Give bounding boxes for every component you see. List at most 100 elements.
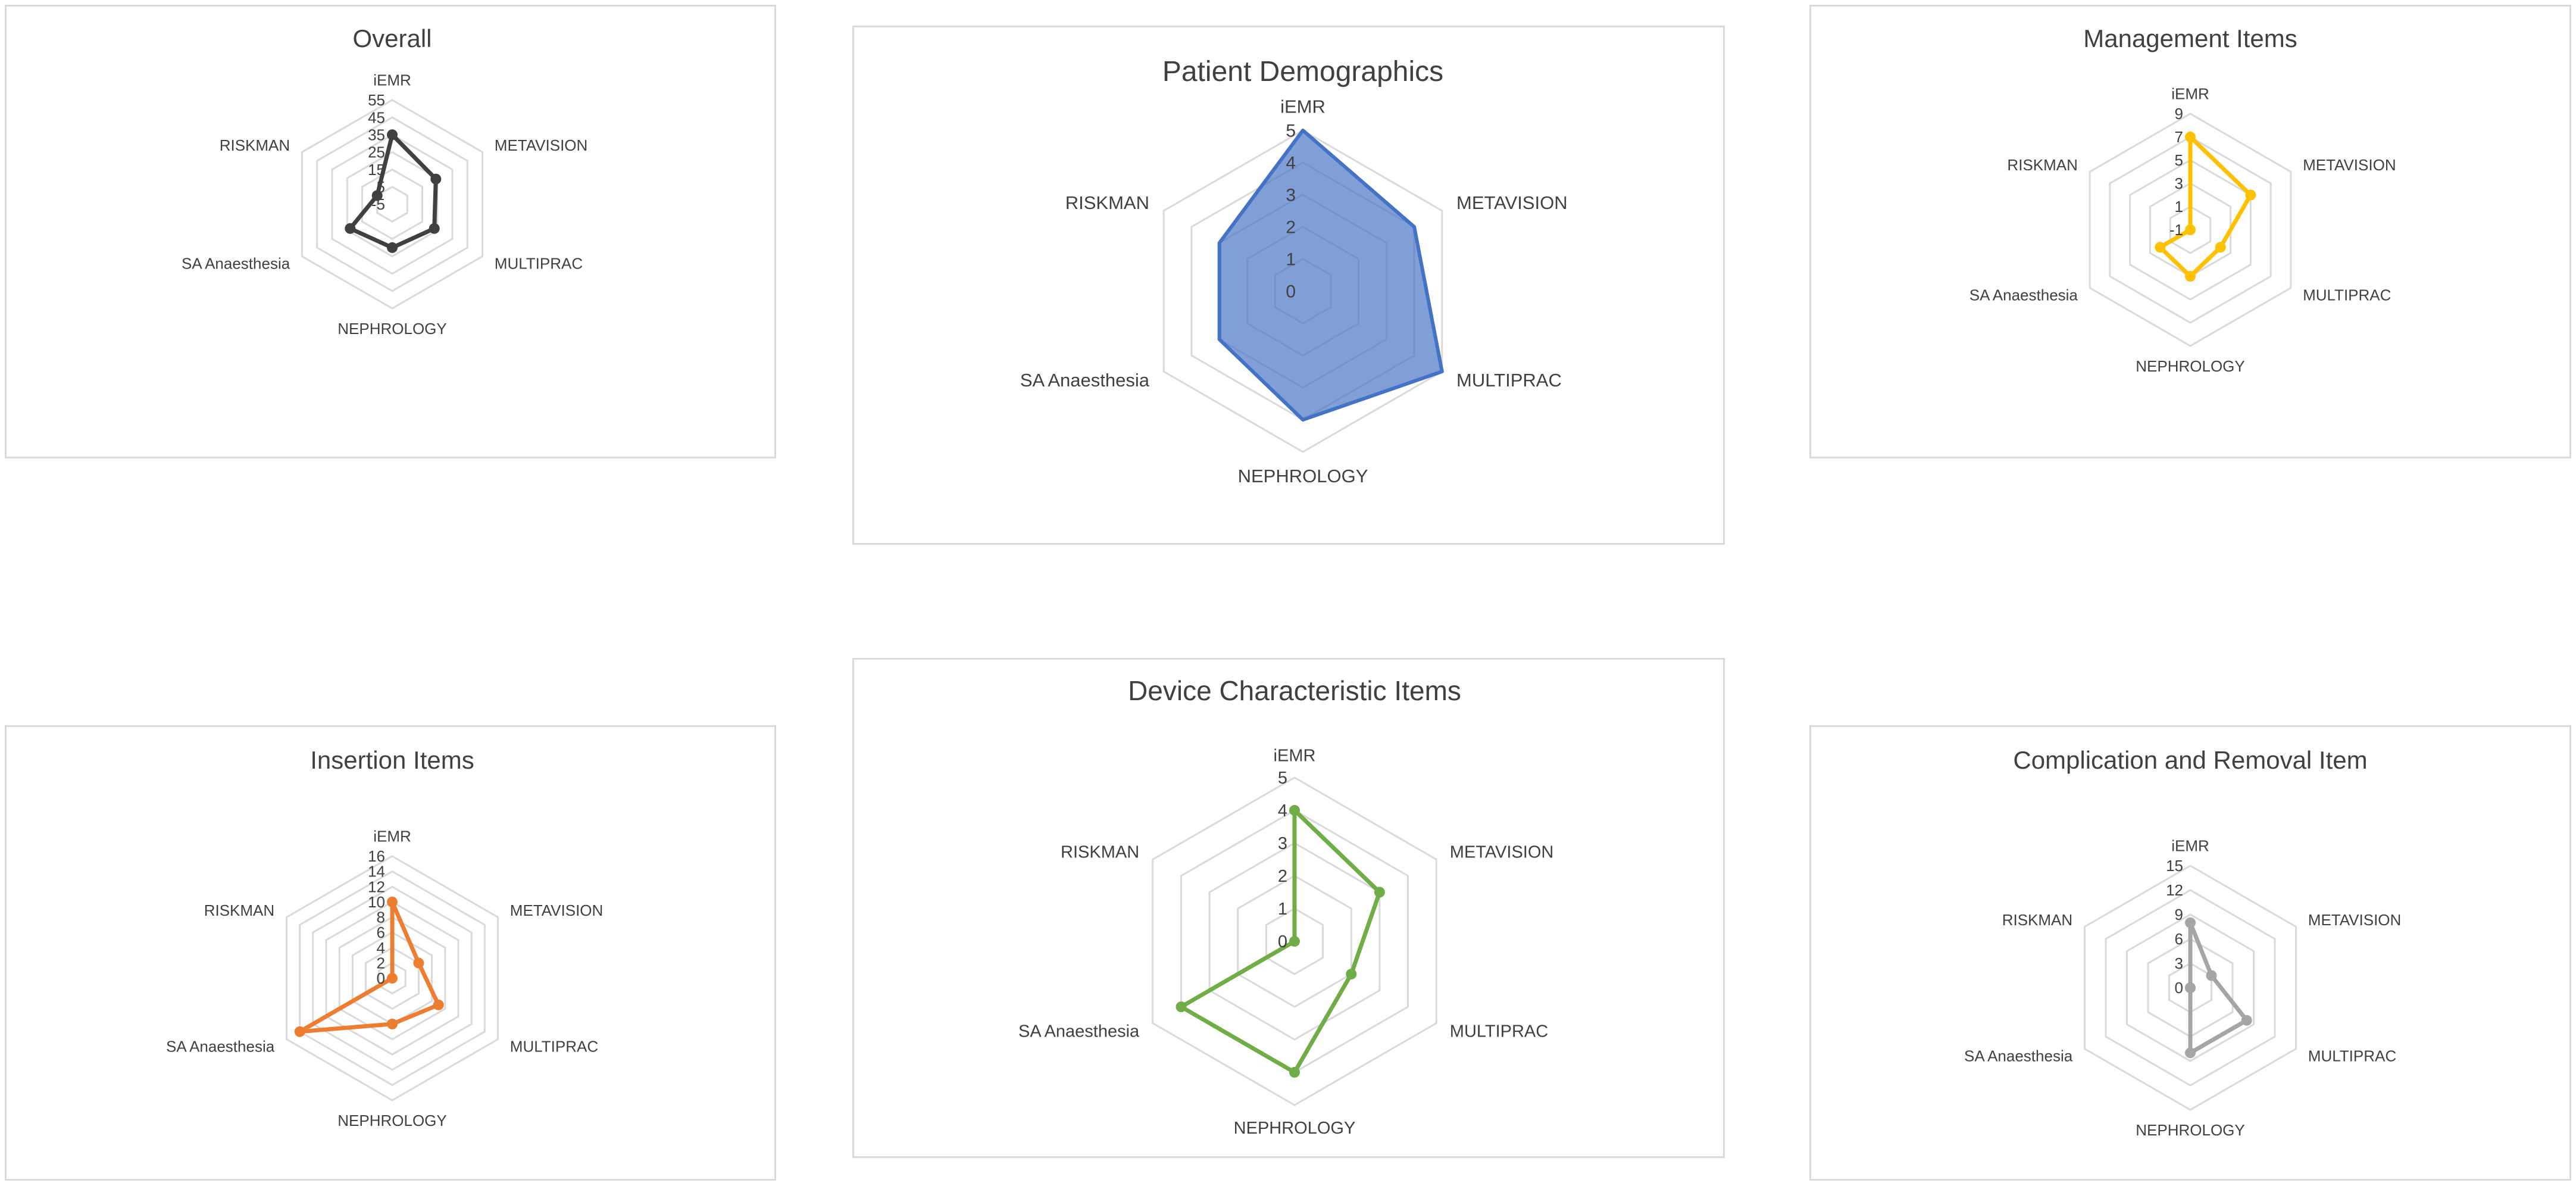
tick-label: 3: [2175, 954, 2183, 972]
grid-ring: [331, 133, 454, 275]
category-label-metavision: METAVISION: [2303, 156, 2396, 174]
radar-chart-svg: Complication and Removal Item 0 3 6 9 12 15 iEM…: [1964, 746, 2402, 1139]
tick-label: 35: [368, 126, 385, 143]
tick-label: 2: [1286, 218, 1296, 238]
data-point-sa-anaesthesia: [2155, 242, 2166, 253]
radar-chart-device-characteristic-items: Device Characteristic Items 0 1 2 3 4 5 iEMR MET…: [852, 658, 1725, 1158]
tick-label: 6: [2175, 930, 2183, 948]
tick-label: 14: [368, 863, 385, 881]
data-point-nephrology: [1289, 1067, 1300, 1078]
tick-label: 0: [1278, 932, 1287, 951]
category-label-sa-anaesthesia: SA Anaesthesia: [182, 254, 290, 272]
tick-label: 10: [368, 893, 385, 911]
data-point-iemr: [387, 129, 398, 141]
data-point-riskman: [2185, 982, 2196, 993]
grid-ring: [1265, 907, 1324, 975]
tick-label: 12: [368, 878, 385, 895]
tick-label: 4: [1278, 801, 1287, 820]
category-label-riskman: RISKMAN: [1065, 192, 1149, 213]
grid-ring: [1237, 875, 1352, 1008]
data-point-multiprac: [433, 999, 444, 1010]
category-label-nephrology: NEPHROLOGY: [2136, 1121, 2245, 1139]
tick-label: 1: [1286, 250, 1296, 270]
tick-label: 55: [368, 91, 385, 109]
tick-label: 2: [377, 954, 385, 972]
tick-label: 4: [1286, 154, 1296, 173]
category-label-sa-anaesthesia: SA Anaesthesia: [1020, 370, 1150, 391]
series-line: [2188, 920, 2249, 1055]
tick-label: -1: [2169, 221, 2183, 239]
tick-label: 6: [377, 923, 385, 941]
tick-label: 45: [368, 108, 385, 126]
tick-label: 1: [1278, 900, 1287, 919]
chart-title: Insertion Items: [310, 746, 474, 774]
tick-label: 12: [2166, 881, 2183, 899]
tick-label: 3: [1286, 186, 1296, 205]
category-label-metavision: METAVISION: [495, 136, 588, 154]
category-label-multiprac: MULTIPRAC: [510, 1037, 598, 1055]
data-point-iemr: [2185, 917, 2196, 928]
grid-ring: [312, 885, 473, 1071]
category-label-iemr: iEMR: [373, 71, 411, 89]
data-point-iemr: [1289, 805, 1300, 816]
category-label-multiprac: MULTIPRAC: [495, 254, 583, 272]
data-point-nephrology: [2185, 1047, 2196, 1059]
tick-label: 9: [2175, 105, 2183, 123]
category-label-sa-anaesthesia: SA Anaesthesia: [166, 1037, 275, 1055]
radar-chart-svg: Management Items -1 1 3 5 7 9 iEMR METAVISION MUL…: [1969, 24, 2396, 375]
data-point-nephrology: [2185, 271, 2196, 282]
category-label-multiprac: MULTIPRAC: [2308, 1047, 2396, 1065]
tick-label: -5: [371, 195, 385, 213]
chart-title: Complication and Removal Item: [2013, 746, 2367, 774]
data-point-multiprac: [1346, 969, 1357, 979]
category-label-riskman: RISKMAN: [2002, 911, 2072, 929]
chart-title: Management Items: [2083, 24, 2297, 52]
grid-ring: [338, 916, 446, 1041]
tick-label: 5: [1278, 769, 1287, 788]
data-point-multiprac: [429, 223, 440, 234]
chart-title: Patient Demographics: [1162, 56, 1443, 88]
tick-label: 0: [377, 969, 385, 987]
tick-label: 2: [1278, 867, 1287, 886]
grid-ring: [325, 901, 459, 1056]
category-label-nephrology: NEPHROLOGY: [1234, 1119, 1356, 1138]
radar-chart-management-items: Management Items -1 1 3 5 7 9 iEMR METAVISION MUL…: [1809, 5, 2571, 458]
grid-ring: [2089, 113, 2292, 347]
category-label-riskman: RISKMAN: [220, 136, 290, 154]
grid-ring: [1162, 129, 1443, 453]
grid-ring: [1152, 776, 1437, 1106]
data-point-riskman: [2185, 224, 2196, 235]
data-point-riskman: [387, 973, 398, 984]
category-label-riskman: RISKMAN: [204, 901, 274, 919]
category-label-nephrology: NEPHROLOGY: [337, 1112, 447, 1129]
category-label-iemr: iEMR: [2171, 837, 2209, 854]
radar-chart-insertion-items: Insertion Items 0 2 4 6 8 10 12 14 16 iEMR METAVISI…: [5, 725, 776, 1181]
tick-label: 5: [1286, 121, 1296, 141]
tick-label: 3: [2175, 174, 2183, 192]
radar-chart-patient-demographics: Patient Demographics 0 1 2 3 4 5 iEMR METAVISION…: [852, 26, 1725, 545]
radar-chart-complication-and-removal-item: Complication and Removal Item 0 3 6 9 12 15 iEM…: [1809, 725, 2571, 1181]
data-point-metavision: [2206, 970, 2217, 981]
data-point-iemr: [2185, 132, 2196, 142]
grid-ring: [2084, 865, 2297, 1111]
chart-title: Device Characteristic Items: [1128, 675, 1461, 706]
tick-label: 5: [2175, 151, 2183, 169]
grid-ring: [316, 116, 468, 292]
category-label-nephrology: NEPHROLOGY: [1238, 466, 1368, 486]
category-label-metavision: METAVISION: [2308, 911, 2402, 929]
data-point-riskman: [1289, 936, 1300, 947]
category-label-metavision: METAVISION: [1450, 843, 1554, 862]
data-point-iemr: [387, 896, 398, 907]
tick-label: 3: [1278, 834, 1287, 853]
category-label-sa-anaesthesia: SA Anaesthesia: [1964, 1047, 2073, 1065]
data-point-nephrology: [387, 242, 398, 253]
grid-ring: [2105, 889, 2276, 1087]
category-label-nephrology: NEPHROLOGY: [337, 320, 447, 338]
category-label-riskman: RISKMAN: [1061, 843, 1139, 862]
tick-label: 25: [368, 143, 385, 161]
tick-label: 7: [2175, 128, 2183, 146]
category-label-riskman: RISKMAN: [2007, 156, 2077, 174]
data-point-sa-anaesthesia: [294, 1026, 305, 1037]
